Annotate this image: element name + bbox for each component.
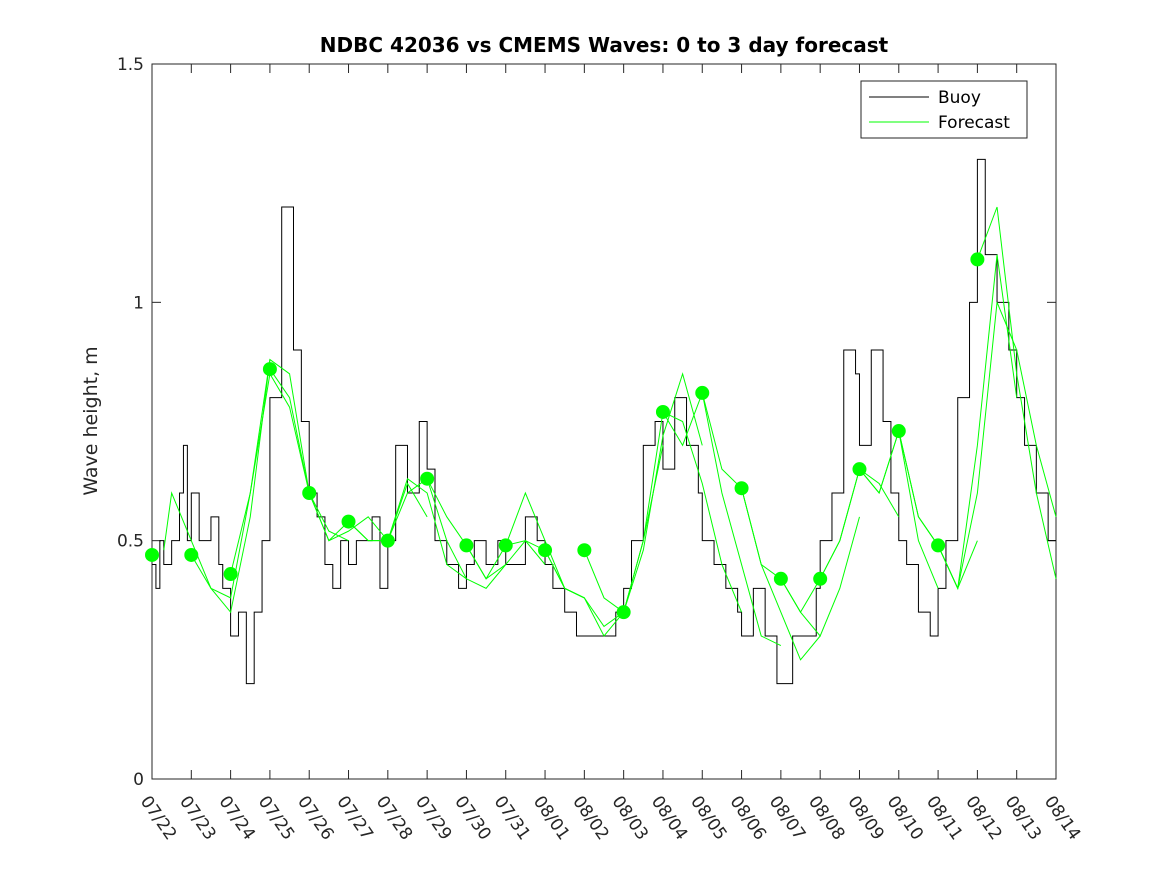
axes-box: [151, 63, 1057, 780]
forecast-marker-point: [223, 567, 238, 582]
x-tick-label: 08/08: [804, 792, 848, 844]
x-tick-label: 07/31: [490, 792, 534, 844]
forecast-run-line: [230, 358, 349, 575]
forecast-run-line: [269, 368, 389, 542]
forecast-run-line: [387, 477, 507, 589]
legend: Buoy Forecast: [860, 80, 1028, 139]
x-tick-label: 07/28: [372, 792, 416, 844]
x-tick-label: 07/24: [215, 792, 259, 844]
forecast-marker-point: [891, 424, 906, 439]
forecast-marker-point: [420, 471, 435, 486]
forecast-marker-point: [341, 514, 356, 529]
forecast-run-line: [505, 540, 624, 628]
x-tick-label: 07/23: [175, 792, 219, 844]
forecast-marker-point: [616, 605, 631, 620]
forecast-run-line: [937, 302, 1057, 590]
legend-buoy-label: Buoy: [938, 88, 981, 108]
x-tick-label: 08/02: [568, 792, 612, 844]
forecast-marker-point: [931, 538, 946, 553]
x-tick-label: 07/27: [332, 792, 376, 844]
forecast-run-line: [819, 430, 939, 589]
y-tick-label: 1: [133, 293, 144, 313]
forecast-run-line: [583, 372, 703, 613]
forecast-marker-point: [302, 486, 317, 500]
forecast-marker-point: [184, 547, 199, 562]
forecast-run-line: [741, 488, 860, 637]
x-tick-label: 08/10: [883, 792, 927, 844]
x-tick-label: 07/26: [293, 792, 337, 844]
forecast-marker-point: [695, 385, 710, 400]
y-tick-label: 0.5: [117, 532, 144, 552]
x-tick-label: 08/09: [843, 792, 887, 844]
forecast-marker-point: [380, 533, 395, 548]
forecast-marker-point: [734, 481, 749, 496]
x-tick-label: 07/22: [136, 792, 180, 844]
forecast-marker-point: [459, 538, 474, 553]
y-axis-label: Wave height, m: [80, 346, 102, 495]
forecast-marker-point: [498, 538, 513, 553]
x-tick-label: 08/13: [1001, 792, 1045, 844]
forecast-marker-point: [145, 547, 159, 562]
x-tick-label: 08/01: [529, 792, 573, 844]
x-tick-label: 08/04: [647, 792, 691, 844]
x-tick-label: 08/05: [686, 792, 730, 844]
plot-area: 00.511.507/2207/2307/2407/2507/2607/2707…: [117, 55, 1084, 844]
forecast-marker-point: [970, 252, 985, 267]
x-tick-label: 08/07: [765, 792, 809, 844]
forecast-marker-point: [813, 571, 828, 586]
y-tick-label: 0: [133, 770, 144, 790]
chart-title: NDBC 42036 vs CMEMS Waves: 0 to 3 day fo…: [320, 33, 889, 57]
legend-forecast-label: Forecast: [938, 113, 1010, 133]
forecast-run-line: [348, 477, 467, 580]
x-tick-label: 08/12: [961, 792, 1005, 844]
x-tick-label: 07/29: [411, 792, 455, 844]
forecast-marker-point: [538, 543, 553, 558]
x-tick-label: 07/30: [450, 792, 494, 844]
forecast-marker-point: [655, 404, 670, 419]
forecast-run-line: [623, 411, 743, 613]
buoy-series-line: [152, 158, 1056, 685]
forecast-marker-point: [773, 571, 788, 586]
forecast-marker-point: [852, 462, 867, 477]
forecast-run-line: [662, 391, 782, 646]
x-tick-label: 07/25: [254, 792, 298, 844]
forecast-run-line: [976, 206, 1057, 579]
forecast-marker-point: [262, 362, 277, 377]
legend-box: [860, 80, 1028, 139]
forecast-run-line: [701, 392, 821, 661]
forecast-run-line: [163, 359, 271, 614]
forecast-marker-point: [577, 543, 592, 558]
x-tick-label: 08/03: [608, 792, 652, 844]
x-tick-label: 08/11: [922, 792, 966, 844]
x-tick-label: 08/06: [725, 792, 769, 844]
y-tick-label: 1.5: [117, 55, 144, 75]
x-tick-label: 08/14: [1040, 792, 1084, 844]
